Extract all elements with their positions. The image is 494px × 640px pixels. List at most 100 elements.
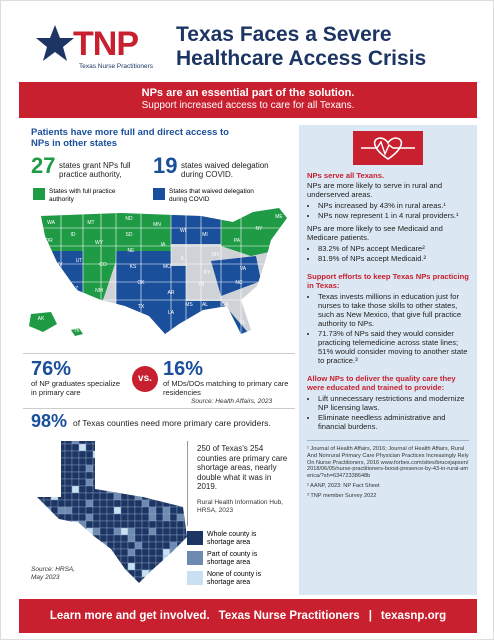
county <box>57 527 66 536</box>
county <box>106 562 115 571</box>
county <box>155 513 164 522</box>
county <box>50 548 59 557</box>
county <box>64 527 73 536</box>
county <box>86 584 93 587</box>
county <box>92 464 101 473</box>
stat-text: states grant NPs full practice authority… <box>59 161 131 179</box>
banner-subtitle: Support increased access to care for all… <box>141 100 355 111</box>
county <box>141 478 150 487</box>
county <box>23 584 30 587</box>
county <box>120 464 129 473</box>
county <box>141 555 150 564</box>
county <box>50 457 59 466</box>
county <box>162 471 171 480</box>
footer: Learn more and get involved. Texas Nurse… <box>19 599 477 633</box>
county <box>57 548 66 557</box>
bullet: Eliminate needless administrative and fi… <box>318 413 469 431</box>
county <box>43 464 52 473</box>
county <box>99 471 108 480</box>
county <box>72 584 79 587</box>
county <box>85 520 94 529</box>
county <box>120 499 129 508</box>
county <box>176 464 185 473</box>
state-label: OK <box>137 280 145 286</box>
county <box>176 513 185 522</box>
county <box>78 513 87 522</box>
county <box>37 485 45 494</box>
county <box>64 541 73 550</box>
county <box>106 478 115 487</box>
county <box>156 584 163 587</box>
footer-link[interactable]: texasnp.org <box>380 610 447 622</box>
county <box>23 549 30 556</box>
county <box>43 499 52 508</box>
county <box>148 534 157 543</box>
county <box>78 457 87 466</box>
county <box>71 555 80 564</box>
county <box>85 513 94 522</box>
county <box>121 584 128 587</box>
county <box>127 450 136 459</box>
state-label: MN <box>153 222 161 228</box>
county <box>71 443 80 452</box>
county <box>148 464 157 473</box>
bullet: 81.9% of NPs accept Medicaid.² <box>318 254 469 263</box>
divider <box>187 441 188 526</box>
county <box>71 441 80 445</box>
county <box>120 576 129 583</box>
county <box>37 534 38 543</box>
county <box>99 506 108 515</box>
legend-swatch <box>187 571 203 585</box>
county <box>78 492 87 501</box>
county <box>23 486 30 493</box>
county <box>134 499 143 508</box>
county <box>148 492 157 501</box>
county <box>155 485 164 494</box>
state-label: NV <box>56 262 64 268</box>
county-detail: 250 of Texas's 254 counties are primary … <box>197 444 288 491</box>
county <box>120 555 129 564</box>
county <box>134 534 143 543</box>
county <box>64 548 73 557</box>
county <box>50 513 59 522</box>
county <box>92 492 101 501</box>
county <box>141 513 150 522</box>
county <box>71 548 80 557</box>
county <box>92 471 101 480</box>
county <box>176 541 185 550</box>
county <box>85 443 94 452</box>
county <box>141 576 150 583</box>
county <box>23 507 30 514</box>
county <box>183 534 187 543</box>
county <box>50 492 59 501</box>
county <box>106 471 115 480</box>
state-label: SD <box>126 232 133 238</box>
county <box>85 471 94 480</box>
banner: NPs are an essential part of the solutio… <box>19 82 477 118</box>
county <box>113 520 122 529</box>
county <box>99 485 108 494</box>
county <box>113 569 122 578</box>
county <box>71 492 80 501</box>
state-label: WI <box>180 228 186 234</box>
county <box>23 577 30 584</box>
county <box>106 520 115 529</box>
county <box>37 464 38 473</box>
bullet-list: NPs increased by 43% in rural areas.¹NPs… <box>307 201 469 220</box>
county <box>120 457 129 466</box>
county <box>50 471 59 480</box>
county <box>99 513 108 522</box>
county <box>43 534 52 543</box>
county <box>113 478 122 487</box>
county <box>134 513 143 522</box>
county <box>141 485 150 494</box>
county <box>162 513 171 522</box>
county <box>37 506 45 515</box>
county <box>141 506 150 515</box>
county <box>127 471 136 480</box>
county <box>23 451 30 458</box>
stat-number: 76% <box>31 358 72 380</box>
county <box>50 506 59 515</box>
legend-label: Whole county is shortage area <box>207 531 257 546</box>
county <box>85 548 94 557</box>
